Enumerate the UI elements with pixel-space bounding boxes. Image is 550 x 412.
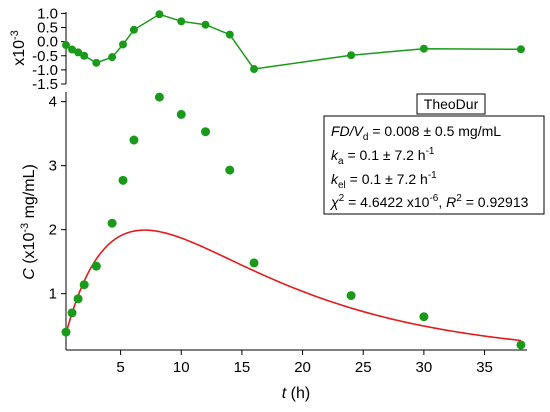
residual-y-tick-label: 0.5 — [37, 20, 58, 37]
residual-point — [92, 58, 101, 67]
x-tick-label: 30 — [416, 359, 433, 376]
residual-point — [68, 45, 77, 54]
x-tick-label: 20 — [294, 359, 311, 376]
concentration-point — [118, 175, 128, 185]
residual-point — [419, 44, 428, 53]
residual-point — [119, 40, 128, 49]
concentration-point — [129, 135, 139, 145]
concentration-point — [91, 261, 101, 271]
residual-point — [250, 65, 259, 74]
x-tick-label: 35 — [476, 359, 493, 376]
residual-point — [225, 30, 234, 39]
residual-point — [155, 10, 164, 19]
legend-title: TheoDur — [424, 96, 479, 112]
residual-y-tick-label: 0.0 — [37, 34, 58, 51]
legend-box — [416, 93, 486, 115]
residual-point — [74, 48, 83, 57]
main-panel: 1 2 3 4 5 10 15 20 25 30 35 C (x10-3 mg/mL) t (h)… — [19, 92, 545, 402]
residual-point — [177, 17, 186, 26]
x-tick-label: 15 — [234, 359, 251, 376]
concentration-point — [107, 218, 117, 228]
concentration-point — [419, 312, 429, 322]
concentration-point — [79, 280, 89, 290]
concentration-point — [61, 327, 71, 337]
residual-point — [108, 53, 117, 62]
main-y-tick-label: 2 — [49, 222, 57, 239]
concentration-point — [154, 92, 164, 102]
param-ka: ka = 0.1 ± 7.2 h-1 — [331, 146, 435, 167]
concentration-point — [176, 109, 186, 119]
residual-series — [62, 10, 525, 74]
main-x-ticks: 5 10 15 20 25 30 35 — [116, 350, 493, 376]
residual-y-tick-label: -1.0 — [32, 62, 58, 79]
legend: TheoDur — [416, 93, 486, 115]
fit-curve — [65, 229, 522, 342]
x-tick-label: 5 — [116, 359, 124, 376]
fit-curve-layer — [65, 229, 522, 342]
residual-point — [201, 20, 210, 29]
residual-y-tick-label: 1.0 — [37, 5, 58, 22]
residual-point — [347, 51, 356, 60]
main-y-ticks: 1 2 3 4 — [49, 94, 66, 303]
param-kel: kel = 0.1 ± 7.2 h-1 — [331, 170, 437, 191]
param-fd-vd: FD/Vd = 0.008 ± 0.5 mg/mL — [331, 123, 501, 143]
residual-point — [62, 41, 70, 50]
concentration-points — [61, 92, 526, 350]
residual-panel: 1.00.50.0-0.5-1.0-1.5 x10-3 — [9, 5, 525, 93]
concentration-point — [225, 165, 235, 175]
residual-y-tick-label: -0.5 — [32, 48, 58, 65]
fit-parameters-frame — [323, 115, 545, 215]
concentration-point — [67, 308, 77, 318]
concentration-point — [516, 340, 526, 350]
y-axis-title: C (x10-3 mg/mL) — [19, 164, 38, 280]
param-chi-r2: χ2 = 4.6422 x10-6, R2 = 0.92913 — [329, 193, 529, 210]
main-y-tick-label: 3 — [49, 158, 57, 175]
residual-point — [129, 25, 138, 34]
residual-y-ticks: 1.00.50.0-0.5-1.0-1.5 — [32, 5, 66, 93]
x-tick-label: 10 — [173, 359, 190, 376]
x-axis-title: t (h) — [282, 385, 310, 402]
residual-point — [516, 45, 525, 54]
fit-parameters-box: FD/Vd = 0.008 ± 0.5 mg/mL ka = 0.1 ± 7.2… — [323, 115, 545, 215]
concentration-point — [201, 127, 211, 137]
main-y-tick-label: 4 — [49, 94, 57, 111]
residual-line — [65, 13, 521, 70]
main-y-tick-label: 1 — [49, 286, 57, 303]
x-tick-label: 25 — [355, 359, 372, 376]
concentration-point — [73, 294, 83, 304]
concentration-point — [249, 258, 259, 268]
residual-exponent-label: x10-3 — [9, 30, 28, 66]
residual-y-tick-label: -1.5 — [32, 76, 58, 93]
concentration-point — [346, 291, 356, 301]
residual-point — [80, 51, 89, 60]
